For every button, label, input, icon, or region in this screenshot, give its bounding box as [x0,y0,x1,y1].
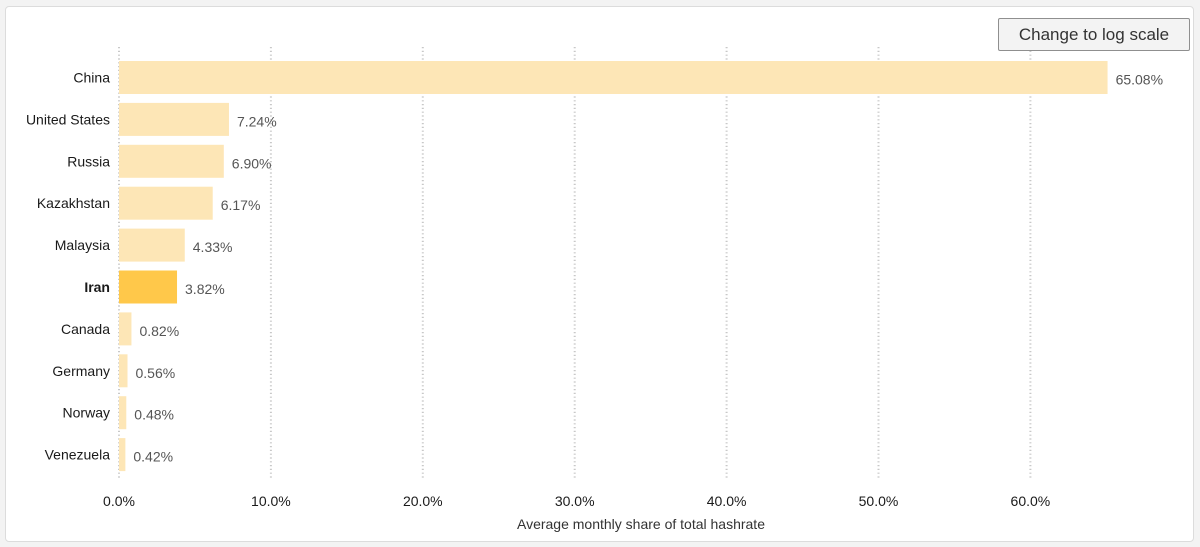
category-label: Norway [63,405,110,421]
bar[interactable] [119,312,132,346]
x-tick-label: 0.0% [103,493,135,509]
x-tick-label: 50.0% [859,493,899,509]
category-label: China [73,70,110,86]
category-label: Iran [84,279,110,295]
value-label: 65.08% [1116,72,1163,88]
bars [119,61,1108,472]
grid-lines [118,47,1032,478]
x-tick-label: 30.0% [555,493,595,509]
category-label: Canada [61,321,110,337]
x-tick-label: 60.0% [1011,493,1051,509]
value-label: 3.82% [185,281,225,297]
chart-card [5,6,1194,542]
category-label: Germany [52,363,110,379]
bar[interactable] [119,396,127,430]
value-label: 6.17% [221,197,261,213]
bar[interactable] [119,354,128,388]
value-label: 4.33% [193,239,233,255]
log-scale-button[interactable]: Change to log scale [998,18,1190,51]
value-label: 0.48% [134,407,174,423]
bar[interactable] [119,186,213,220]
bar[interactable] [119,228,185,262]
bar[interactable] [119,438,126,472]
x-tick-label: 10.0% [251,493,291,509]
labels: 0.0% 10.0% 20.0% 30.0% 40.0% 50.0% 60.0% China 6… [26,70,1163,510]
category-label: Venezuela [45,447,111,463]
value-label: 6.90% [232,155,272,171]
category-label: United States [26,111,110,127]
category-label: Kazakhstan [37,195,110,211]
value-label: 0.56% [136,365,176,381]
bar[interactable] [119,61,1108,94]
x-axis-title: Average monthly share of total hashrate [517,516,765,532]
value-label: 0.42% [133,449,173,465]
category-label: Malaysia [55,237,110,253]
value-label: 0.82% [139,323,179,339]
x-tick-label: 40.0% [707,493,747,509]
category-label: Russia [67,153,110,169]
value-label: 7.24% [237,113,277,129]
bar[interactable] [119,102,229,136]
x-tick-label: 20.0% [403,493,443,509]
bar[interactable] [119,144,224,178]
bar[interactable] [119,270,178,304]
